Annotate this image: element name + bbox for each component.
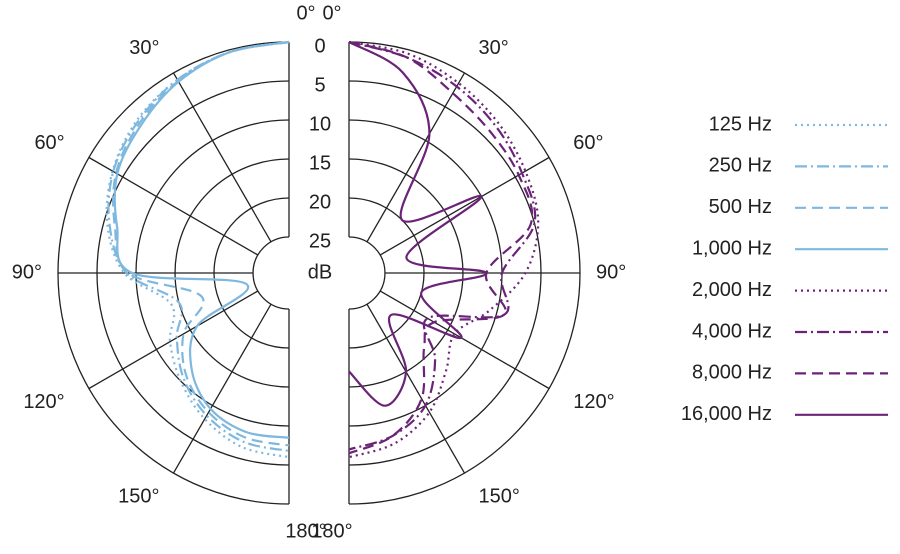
legend-label: 8,000 Hz: [692, 362, 772, 384]
legend-label: 500 Hz: [709, 196, 772, 218]
grid-spoke: [366, 303, 466, 474]
grid-spoke: [379, 290, 550, 390]
theta-label: 180°: [311, 520, 352, 542]
grid-spoke: [172, 72, 272, 243]
theta-label: 150°: [479, 486, 520, 508]
grid-ring: [252, 236, 290, 310]
polar-line: [107, 40, 290, 453]
legend-label: 4,000 Hz: [692, 320, 772, 342]
r-tick-label: 15: [309, 152, 331, 174]
grid-spoke: [379, 156, 550, 256]
r-tick-label: 25: [309, 230, 331, 252]
legend-label: 16,000 Hz: [681, 403, 772, 425]
polar-line: [113, 40, 290, 439]
theta-label: 30°: [479, 37, 509, 59]
theta-label: 60°: [573, 132, 603, 154]
legend-label: 125 Hz: [709, 113, 772, 135]
r-unit: dB: [308, 261, 332, 283]
grid-spoke: [366, 72, 466, 243]
legend-label: 1,000 Hz: [692, 237, 772, 259]
theta-label: 90°: [596, 261, 626, 283]
grid-ring: [348, 236, 386, 310]
r-tick-label: 20: [309, 191, 331, 213]
grid-spoke: [172, 303, 272, 474]
polar-line: [348, 40, 537, 451]
legend-label: 2,000 Hz: [692, 279, 772, 301]
theta-label: 0°: [296, 2, 315, 24]
r-tick-label: 10: [309, 113, 331, 135]
polar-line: [348, 40, 540, 459]
theta-label: 120°: [573, 391, 614, 413]
theta-label: 60°: [34, 132, 64, 154]
theta-label: 0°: [322, 2, 341, 24]
theta-label: 120°: [23, 391, 64, 413]
r-tick-label: 0: [314, 35, 325, 57]
polar-line: [348, 41, 488, 407]
theta-label: 30°: [129, 37, 159, 59]
r-tick-label: 5: [314, 74, 325, 96]
legend-label: 250 Hz: [709, 155, 772, 177]
theta-label: 150°: [118, 486, 159, 508]
theta-label: 90°: [12, 261, 42, 283]
grid-spoke: [88, 290, 259, 390]
theta-label: 180°: [285, 520, 326, 542]
